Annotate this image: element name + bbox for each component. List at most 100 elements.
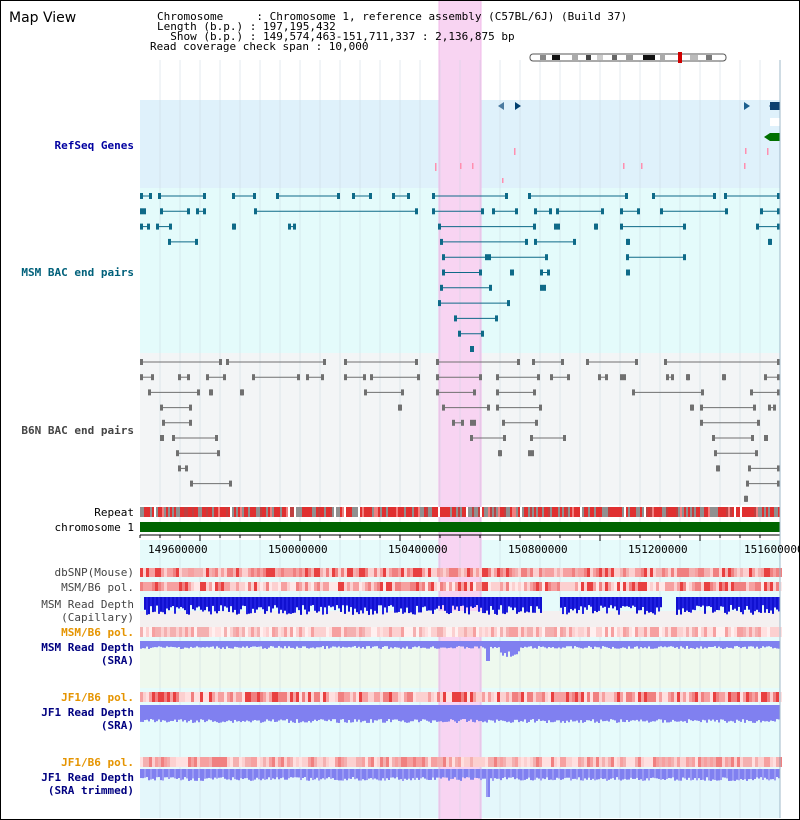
polymorphism-cell — [737, 627, 740, 637]
polymorphism-cell — [263, 568, 266, 577]
track-label-msm-b6-pol-2[interactable]: MSM/B6 pol. — [61, 626, 134, 639]
polymorphism-cell — [569, 627, 572, 637]
depth-bar — [296, 705, 298, 720]
track-label-repeat[interactable]: Repeat — [94, 506, 134, 519]
polymorphism-cell — [410, 627, 413, 637]
depth-bar — [406, 705, 408, 723]
polymorphism-cell — [374, 757, 377, 767]
polymorphism-cell — [230, 582, 233, 591]
polymorphism-cell — [350, 627, 353, 637]
polymorphism-cell — [305, 757, 308, 767]
depth-bar — [340, 705, 342, 720]
track-label-msm-b6-pol-1[interactable]: MSM/B6 pol. — [61, 581, 134, 594]
bac-end — [534, 238, 537, 245]
polymorphism-cell — [161, 568, 164, 577]
track-label-msm-depth-sra[interactable]: MSM Read Depth (SRA) — [41, 641, 134, 667]
polymorphism-cell — [416, 692, 419, 702]
repeat-segment — [698, 507, 700, 517]
depth-bar — [738, 705, 740, 721]
depth-bar — [224, 705, 226, 723]
bac-end — [495, 315, 498, 322]
polymorphism-cell — [488, 757, 491, 767]
polymorphism-cell — [746, 568, 749, 577]
repeat-segment — [330, 507, 332, 517]
track-label-refseq-genes[interactable]: RefSeq Genes — [54, 139, 134, 152]
repeat-segment — [510, 507, 512, 517]
polymorphism-cell — [659, 582, 662, 591]
polymorphism-cell — [470, 582, 473, 591]
polymorphism-cell — [320, 692, 323, 702]
depth-bar — [154, 597, 156, 612]
depth-bar — [352, 769, 354, 778]
track-label-b6n-bac[interactable]: B6N BAC end pairs — [21, 424, 134, 437]
depth-bar — [606, 705, 608, 721]
polymorphism-cell — [707, 568, 710, 577]
polymorphism-cell — [773, 582, 776, 591]
depth-bar — [378, 769, 380, 781]
track-label-jf1-b6-pol-1[interactable]: JF1/B6 pol. — [61, 691, 134, 704]
polymorphism-cell — [704, 627, 707, 637]
polymorphism-cell — [299, 582, 302, 591]
track-label-msm-bac[interactable]: MSM BAC end pairs — [21, 266, 134, 279]
track-label-jf1-depth-sra[interactable]: JF1 Read Depth (SRA) — [41, 706, 134, 732]
depth-bar — [146, 641, 148, 647]
depth-bar — [682, 769, 684, 778]
polymorphism-cell — [362, 568, 365, 577]
bac-end — [683, 223, 686, 230]
depth-bar — [756, 769, 758, 778]
depth-bar — [210, 769, 212, 779]
chromosome-bar — [140, 522, 780, 532]
depth-bar — [340, 641, 342, 648]
repeat-segment — [416, 507, 418, 517]
track-label-chromosome[interactable]: chromosome 1 — [54, 521, 134, 534]
depth-bar — [702, 641, 704, 649]
polymorphism-cell — [731, 582, 734, 591]
polymorphism-cell — [725, 692, 728, 702]
repeat-segment — [726, 507, 728, 517]
depth-bar — [344, 597, 346, 614]
polymorphism-cell — [572, 692, 575, 702]
polymorphism-cell — [395, 692, 398, 702]
depth-bar — [414, 597, 416, 615]
polymorphism-cell — [173, 568, 176, 577]
track-label-dbsnp[interactable]: dbSNP(Mouse) — [54, 566, 134, 579]
polymorphism-cell — [317, 757, 320, 767]
polymorphism-cell — [647, 627, 650, 637]
depth-bar — [528, 705, 530, 722]
polymorphism-cell — [158, 568, 161, 577]
polymorphism-cell — [374, 627, 377, 637]
depth-bar — [646, 769, 648, 779]
track-label-jf1-depth-trimmed[interactable]: JF1 Read Depth (SRA trimmed) — [41, 771, 134, 797]
depth-bar — [650, 769, 652, 779]
depth-bar — [618, 597, 620, 615]
depth-bar — [728, 705, 730, 722]
polymorphism-cell — [641, 582, 644, 591]
depth-bar — [524, 641, 526, 647]
polymorphism-cell — [356, 627, 359, 637]
polymorphism-cell — [575, 692, 578, 702]
depth-bar — [558, 769, 560, 779]
polymorphism-cell — [656, 757, 659, 767]
polymorphism-cell — [413, 692, 416, 702]
polymorphism-cell — [212, 582, 215, 591]
track-label-msm-depth-capillary[interactable]: MSM Read Depth (Capillary) — [41, 598, 134, 624]
polymorphism-cell — [587, 757, 590, 767]
repeat-segment — [384, 507, 386, 517]
depth-bar — [360, 705, 362, 723]
depth-bar — [302, 769, 304, 779]
polymorphism-cell — [284, 757, 287, 767]
polymorphism-cell — [518, 692, 521, 702]
depth-bar — [376, 597, 378, 614]
polymorphism-cell — [236, 568, 239, 577]
polymorphism-cell — [560, 627, 563, 637]
polymorphism-cell — [389, 582, 392, 591]
repeat-segment — [166, 507, 168, 517]
polymorphism-cell — [731, 692, 734, 702]
depth-bar — [614, 769, 616, 780]
track-label-jf1-b6-pol-2[interactable]: JF1/B6 pol. — [61, 756, 134, 769]
depth-bar — [716, 705, 718, 720]
repeat-segment — [476, 507, 478, 517]
depth-bar — [204, 705, 206, 723]
bac-end — [461, 419, 464, 426]
